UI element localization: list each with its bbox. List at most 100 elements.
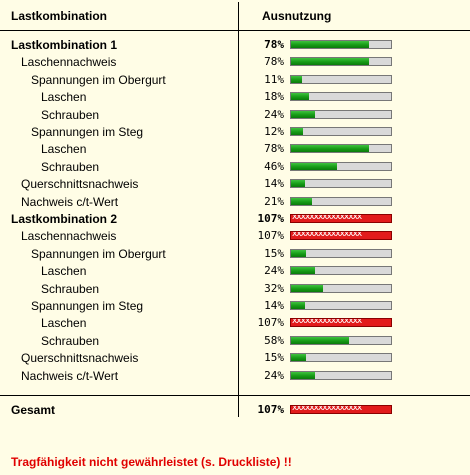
- utilization-value: 24%: [264, 107, 284, 121]
- row-label: Schrauben: [41, 159, 100, 174]
- utilization-bar: [290, 40, 392, 49]
- overflow-marks: xxxxxxxxxxxxxxxx: [292, 318, 362, 327]
- check-row: Nachweis c/t-Wert 21%: [0, 194, 470, 211]
- total-divider: [0, 395, 470, 396]
- utilization-bar: [290, 144, 392, 154]
- check-row: Querschnittsnachweis 14%: [0, 176, 470, 193]
- utilization-fill: [291, 41, 369, 48]
- utilization-value: 46%: [264, 159, 284, 173]
- header-divider: [0, 30, 470, 31]
- utilization-value: 32%: [264, 281, 284, 295]
- utilization-fill: [291, 180, 305, 188]
- check-row: Laschen 18%: [0, 89, 470, 106]
- utilization-bar: [290, 92, 392, 102]
- utilization-bar: [290, 283, 392, 293]
- check-row: Querschnittsnachweis 15%: [0, 350, 470, 367]
- total-label: Gesamt: [11, 403, 56, 417]
- utilization-bar: [290, 109, 392, 119]
- row-label: Schrauben: [41, 281, 100, 296]
- utilization-bar: [290, 353, 392, 363]
- row-label: Laschen: [41, 316, 87, 331]
- row-label: Laschen: [41, 264, 87, 279]
- utilization-fill: [291, 75, 302, 83]
- check-row: Spannungen im Steg 12%: [0, 124, 470, 141]
- utilization-bar: [290, 179, 392, 189]
- utilization-bar: xxxxxxxxxxxxxxxx: [290, 214, 392, 223]
- row-label: Laschen: [41, 142, 87, 157]
- total-row: Gesamt 107% xxxxxxxxxxxxxxxx: [0, 402, 470, 419]
- row-label: Querschnittsnachweis: [21, 351, 139, 366]
- row-label: Spannungen im Steg: [31, 299, 144, 313]
- utilization-value: 107%: [257, 212, 285, 225]
- total-value: 107%: [257, 403, 285, 416]
- warning-message: Tragfähigkeit nicht gewährleistet (s. Dr…: [11, 455, 292, 469]
- row-label: Lastkombination 2: [11, 212, 118, 226]
- load-combination-row: Lastkombination 1 78%: [0, 37, 470, 54]
- utilization-bar: [290, 266, 392, 276]
- utilization-fill: [291, 145, 369, 153]
- total-utilization-bar: xxxxxxxxxxxxxxxx: [290, 405, 392, 414]
- column-divider: [238, 2, 239, 417]
- row-label: Laschennachweis: [21, 55, 117, 70]
- utilization-bar: [290, 248, 392, 258]
- row-label: Schrauben: [41, 333, 100, 348]
- utilization-fill: [291, 93, 309, 101]
- utilization-bar: [290, 57, 392, 67]
- utilization-fill: [291, 110, 315, 118]
- utilization-bar: xxxxxxxxxxxxxxxx: [290, 231, 392, 241]
- column-header-lastkombination: Lastkombination: [11, 9, 108, 23]
- row-label: Spannungen im Steg: [31, 125, 144, 139]
- check-row: Laschen 78%: [0, 141, 470, 158]
- row-label: Spannungen im Obergurt: [31, 246, 166, 261]
- utilization-fill: [291, 267, 315, 275]
- utilization-value: 15%: [264, 351, 284, 365]
- utilization-bar: xxxxxxxxxxxxxxxx: [290, 318, 392, 328]
- utilization-value: 24%: [264, 264, 284, 278]
- utilization-fill: [291, 336, 349, 344]
- utilization-bar: [290, 127, 392, 136]
- utilization-fill: [291, 58, 369, 66]
- row-label: Spannungen im Obergurt: [31, 72, 166, 87]
- check-row: Laschen 107% xxxxxxxxxxxxxxxx: [0, 315, 470, 332]
- utilization-bar: [290, 335, 392, 345]
- row-label: Nachweis c/t-Wert: [21, 194, 119, 209]
- utilization-value: 12%: [264, 125, 284, 138]
- utilization-fill: [291, 249, 306, 257]
- utilization-value: 107%: [257, 229, 285, 243]
- row-label: Schrauben: [41, 107, 100, 122]
- utilization-value: 78%: [264, 38, 284, 51]
- overflow-marks: xxxxxxxxxxxxxxxx: [292, 231, 362, 240]
- overflow-marks: xxxxxxxxxxxxxxxx: [292, 405, 362, 413]
- load-combination-row: Lastkombination 2 107% xxxxxxxxxxxxxxxx: [0, 211, 470, 228]
- utilization-value: 14%: [264, 177, 284, 191]
- row-label: Querschnittsnachweis: [21, 177, 139, 192]
- utilization-bar: [290, 370, 392, 380]
- column-header-ausnutzung: Ausnutzung: [262, 9, 332, 23]
- check-row: Schrauben 32%: [0, 281, 470, 298]
- utilization-value: 14%: [264, 299, 284, 312]
- utilization-fill: [291, 197, 312, 205]
- check-row: Laschennachweis 78%: [0, 54, 470, 71]
- utilization-value: 78%: [264, 142, 284, 156]
- check-row: Spannungen im Obergurt 11%: [0, 72, 470, 89]
- utilization-bar: [290, 196, 392, 206]
- check-row: Schrauben 46%: [0, 159, 470, 176]
- utilization-fill: [291, 128, 303, 135]
- utilization-value: 18%: [264, 90, 284, 104]
- row-label: Laschennachweis: [21, 229, 117, 244]
- utilization-fill: [291, 371, 315, 379]
- row-label: Lastkombination 1: [11, 38, 118, 52]
- check-row: Laschen 24%: [0, 263, 470, 280]
- utilization-value: 58%: [264, 333, 284, 347]
- utilization-value: 24%: [264, 368, 284, 382]
- utilization-bar: [290, 301, 392, 310]
- overflow-marks: xxxxxxxxxxxxxxxx: [292, 214, 362, 222]
- utilization-value: 15%: [264, 246, 284, 260]
- utilization-value: 11%: [264, 72, 284, 86]
- check-row: Spannungen im Steg 14%: [0, 298, 470, 315]
- utilization-bar: [290, 74, 392, 84]
- utilization-fill: [291, 302, 305, 309]
- check-row: Laschennachweis 107% xxxxxxxxxxxxxxxx: [0, 228, 470, 245]
- utilization-bar: [290, 161, 392, 171]
- check-row: Spannungen im Obergurt 15%: [0, 246, 470, 263]
